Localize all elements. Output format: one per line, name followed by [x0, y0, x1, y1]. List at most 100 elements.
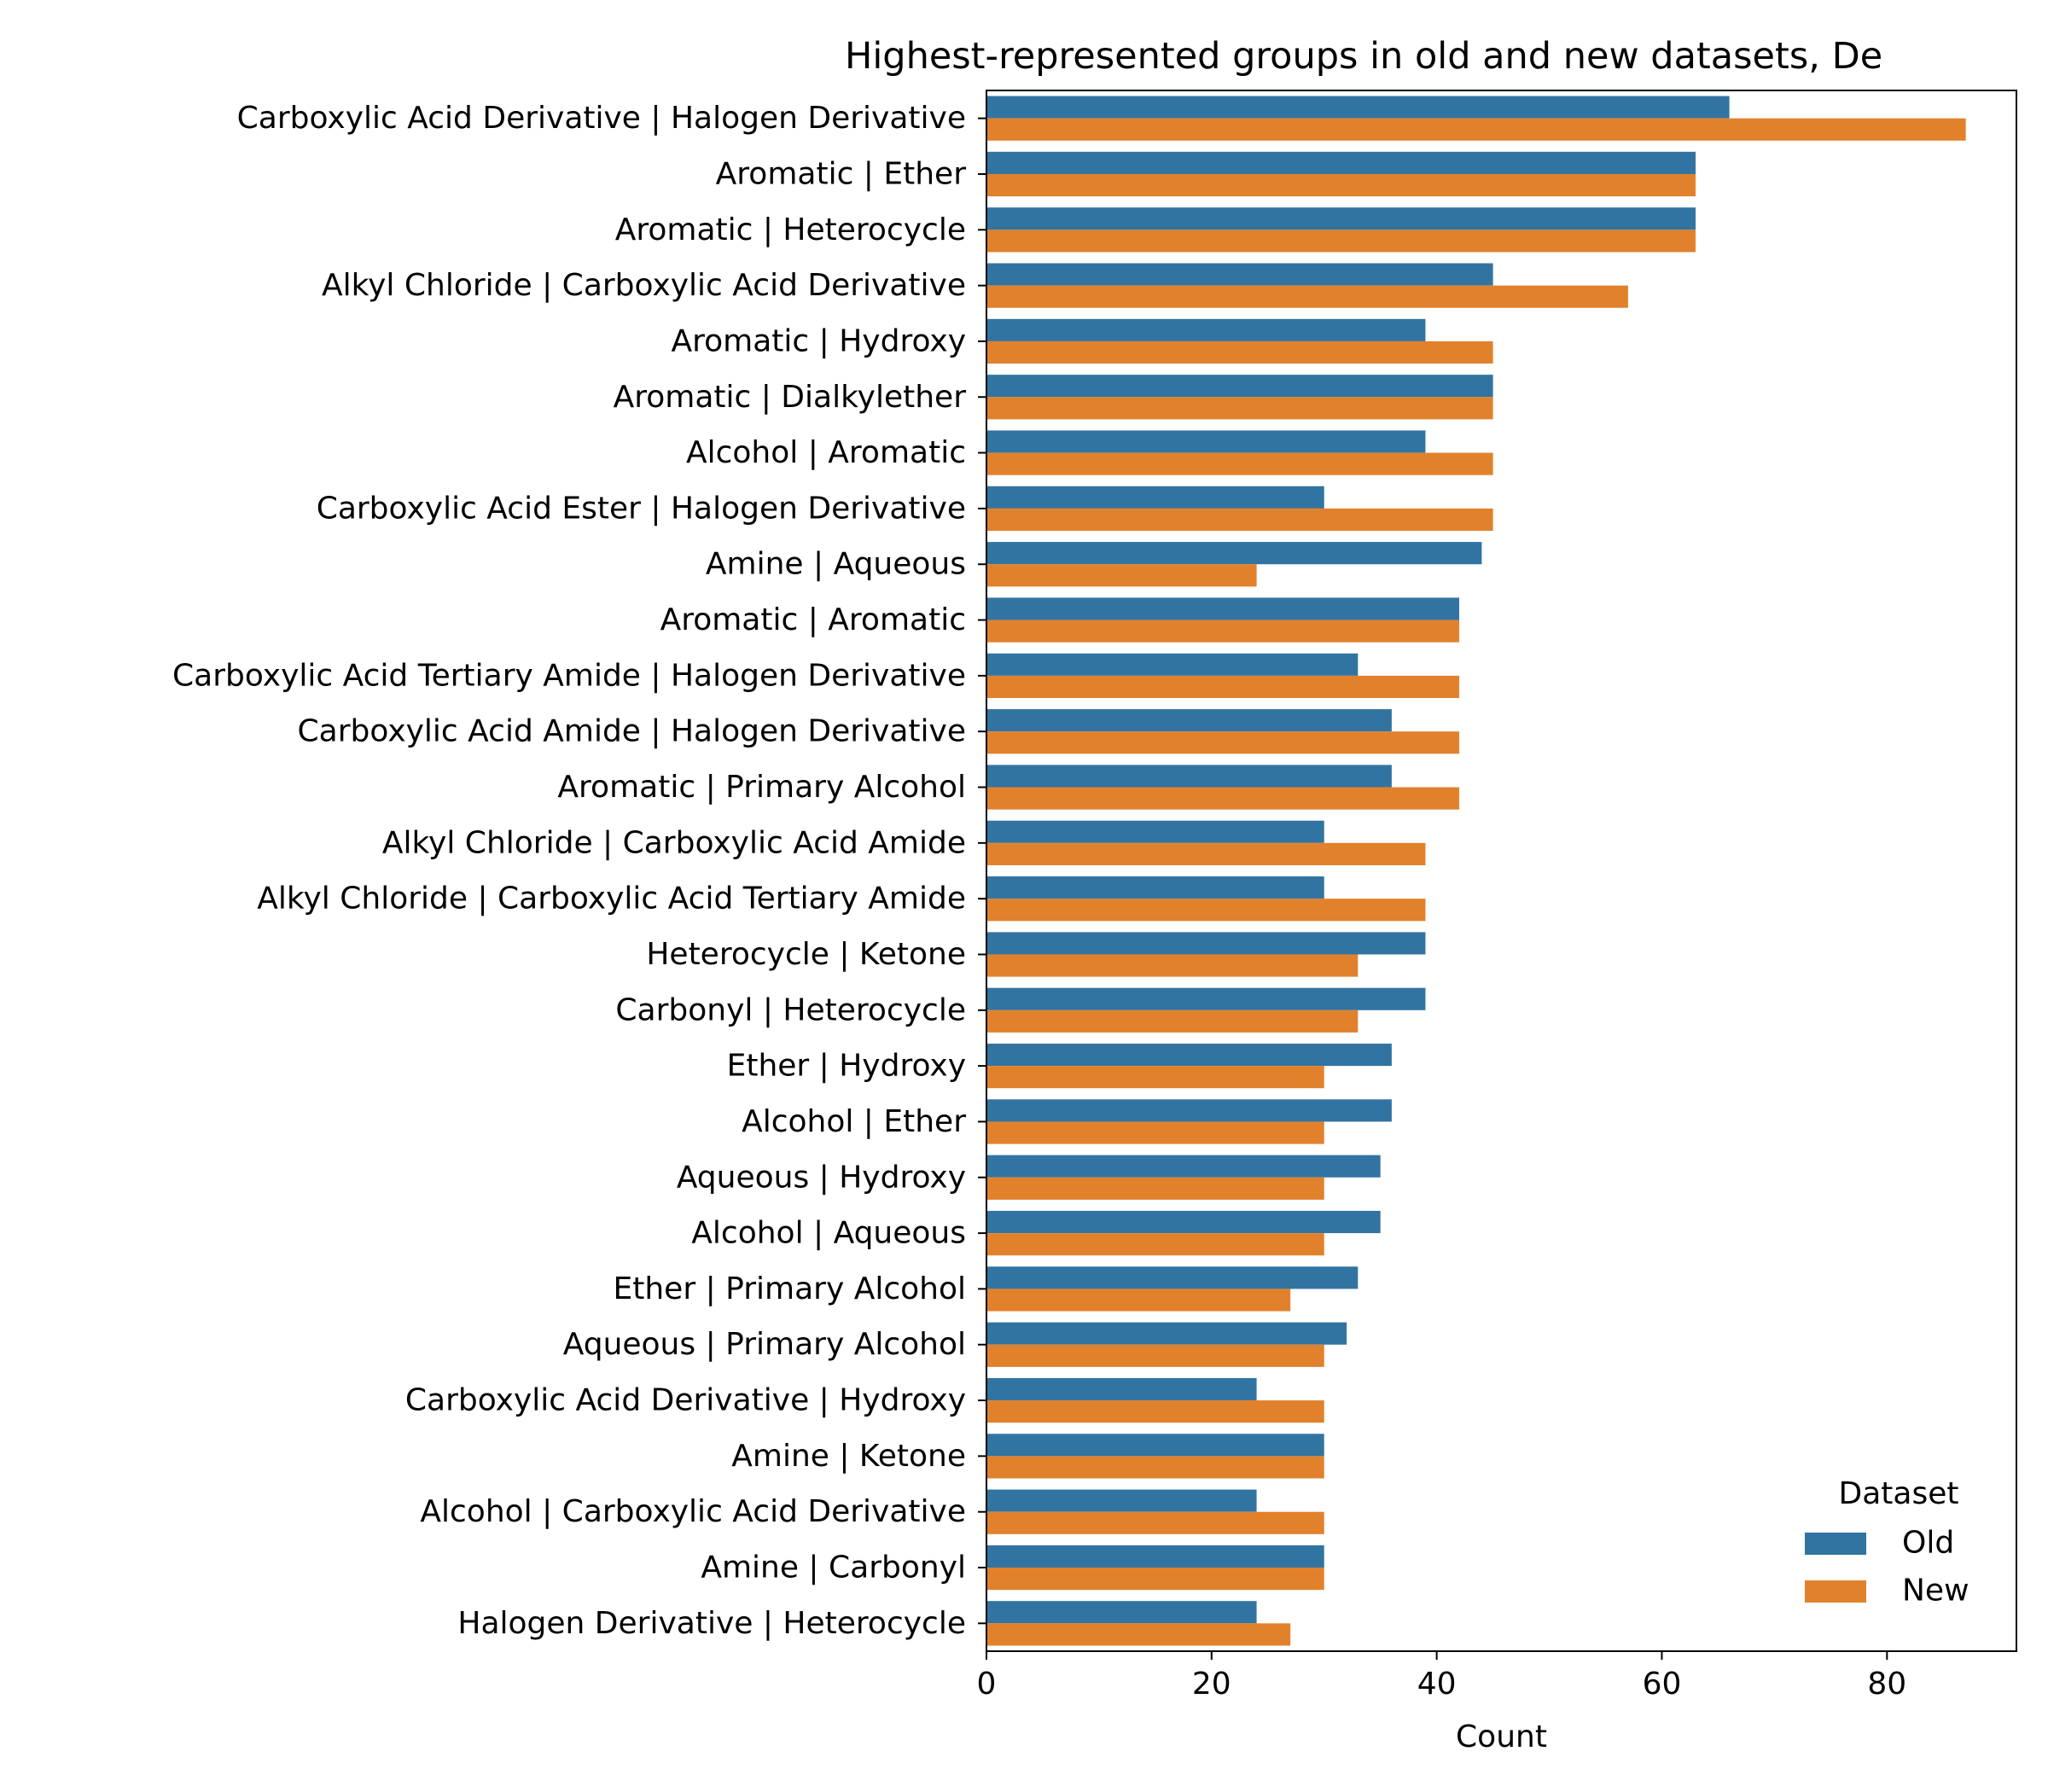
bar-new-27	[986, 1623, 1291, 1646]
bar-new-2	[986, 230, 1696, 253]
bar-new-8	[986, 564, 1257, 587]
category-label: Alcohol | Aqueous	[691, 1216, 966, 1251]
category-label: Carboxylic Acid Ester | Halogen Derivati…	[317, 491, 966, 526]
category-label: Alcohol | Aromatic	[686, 435, 966, 470]
bar-new-26	[986, 1568, 1324, 1591]
category-label: Amine | Aqueous	[706, 547, 966, 582]
category-label: Aromatic | Hydroxy	[672, 323, 966, 358]
bar-new-16	[986, 1009, 1359, 1033]
category-label: Carboxylic Acid Tertiary Amide | Halogen…	[172, 658, 966, 693]
legend-title: Dataset	[1839, 1476, 1959, 1511]
plot-frame	[986, 90, 2017, 1652]
category-label: Alcohol | Ether	[742, 1104, 966, 1139]
bar-old-0	[986, 96, 1730, 119]
x-axis-label: Count	[1456, 1719, 1547, 1754]
bar-new-19	[986, 1177, 1324, 1200]
bar-old-6	[986, 430, 1426, 453]
bar-new-0	[986, 118, 1966, 141]
legend-swatch-new	[1805, 1580, 1866, 1603]
bar-new-12	[986, 787, 1460, 810]
bar-old-9	[986, 597, 1460, 620]
category-label: Aromatic | Aromatic	[660, 602, 966, 637]
bar-new-22	[986, 1344, 1324, 1367]
bar-new-5	[986, 397, 1493, 420]
category-label: Carboxylic Acid Derivative | Hydroxy	[405, 1383, 966, 1418]
category-label: Aromatic | Heterocycle	[615, 212, 966, 247]
category-label: Aromatic | Ether	[716, 156, 967, 191]
category-label: Aromatic | Dialkylether	[614, 380, 967, 415]
bar-new-11	[986, 731, 1460, 754]
category-label: Carboxylic Acid Amide | Halogen Derivati…	[298, 714, 966, 749]
category-label: Aromatic | Primary Alcohol	[557, 770, 966, 805]
bar-old-19	[986, 1155, 1381, 1178]
bar-old-15	[986, 932, 1426, 955]
bar-old-14	[986, 876, 1324, 899]
bar-new-3	[986, 285, 1628, 308]
category-label: Amine | Ketone	[731, 1439, 966, 1474]
bars-group	[986, 96, 1966, 1646]
category-label: Ether | Primary Alcohol	[614, 1271, 967, 1306]
legend-label-old: Old	[1902, 1526, 1954, 1561]
category-label: Halogen Derivative | Heterocycle	[457, 1606, 966, 1641]
x-tick-label: 80	[1867, 1667, 1906, 1702]
bar-new-10	[986, 675, 1460, 699]
category-label: Alcohol | Carboxylic Acid Derivative	[420, 1494, 966, 1529]
bar-new-7	[986, 508, 1493, 532]
category-label: Aqueous | Primary Alcohol	[563, 1327, 966, 1362]
bar-new-18	[986, 1121, 1324, 1144]
bar-old-17	[986, 1043, 1392, 1067]
bar-old-11	[986, 709, 1392, 732]
bar-old-7	[986, 486, 1324, 509]
bar-old-1	[986, 151, 1696, 174]
chart-title: Highest-represented groups in old and ne…	[845, 35, 1882, 78]
bar-new-20	[986, 1233, 1324, 1256]
category-label: Alkyl Chloride | Carboxylic Acid Tertiar…	[257, 881, 966, 916]
x-tick-label: 40	[1417, 1667, 1457, 1702]
category-label: Carboxylic Acid Derivative | Halogen Der…	[237, 101, 966, 136]
bar-old-16	[986, 987, 1426, 1010]
bar-old-13	[986, 820, 1324, 843]
bar-old-3	[986, 263, 1493, 286]
bar-old-23	[986, 1377, 1257, 1401]
category-label: Alkyl Chloride | Carboxylic Acid Derivat…	[322, 268, 966, 303]
bar-old-2	[986, 207, 1696, 230]
bar-new-15	[986, 954, 1359, 977]
x-axis-ticks: 0 20 40 60 80	[977, 1651, 1906, 1702]
legend: Dataset Old New	[1805, 1476, 1969, 1609]
bar-new-24	[986, 1456, 1324, 1479]
bar-old-24	[986, 1434, 1324, 1457]
x-tick-label: 0	[977, 1667, 997, 1702]
bar-old-12	[986, 765, 1392, 788]
category-label: Amine | Carbonyl	[701, 1551, 966, 1585]
bar-old-21	[986, 1266, 1359, 1289]
bar-old-8	[986, 542, 1482, 565]
bar-new-25	[986, 1511, 1324, 1534]
bar-old-22	[986, 1322, 1347, 1345]
bar-new-21	[986, 1289, 1291, 1312]
x-tick-label: 20	[1192, 1667, 1231, 1702]
bar-old-26	[986, 1545, 1324, 1568]
category-label: Aqueous | Hydroxy	[677, 1160, 966, 1195]
bar-new-14	[986, 899, 1426, 922]
bar-new-13	[986, 842, 1426, 865]
category-label: Carbonyl | Heterocycle	[615, 992, 966, 1027]
bar-old-10	[986, 653, 1359, 676]
legend-swatch-old	[1805, 1533, 1866, 1555]
bar-new-23	[986, 1400, 1324, 1423]
bar-new-6	[986, 452, 1493, 475]
legend-label-new: New	[1902, 1574, 1969, 1609]
legend-items: Old New	[1805, 1526, 1969, 1609]
bar-old-20	[986, 1210, 1381, 1234]
category-label: Heterocycle | Ketone	[646, 937, 966, 972]
bar-new-4	[986, 340, 1493, 364]
category-label: Alkyl Chloride | Carboxylic Acid Amide	[382, 825, 966, 860]
bar-old-18	[986, 1099, 1392, 1122]
x-tick-label: 60	[1643, 1667, 1682, 1702]
bar-new-9	[986, 620, 1460, 643]
bar-new-17	[986, 1066, 1324, 1089]
category-labels: Carboxylic Acid Derivative | Halogen Der…	[172, 101, 986, 1641]
bar-old-4	[986, 318, 1426, 341]
bar-new-1	[986, 173, 1696, 197]
bar-old-5	[986, 375, 1493, 398]
